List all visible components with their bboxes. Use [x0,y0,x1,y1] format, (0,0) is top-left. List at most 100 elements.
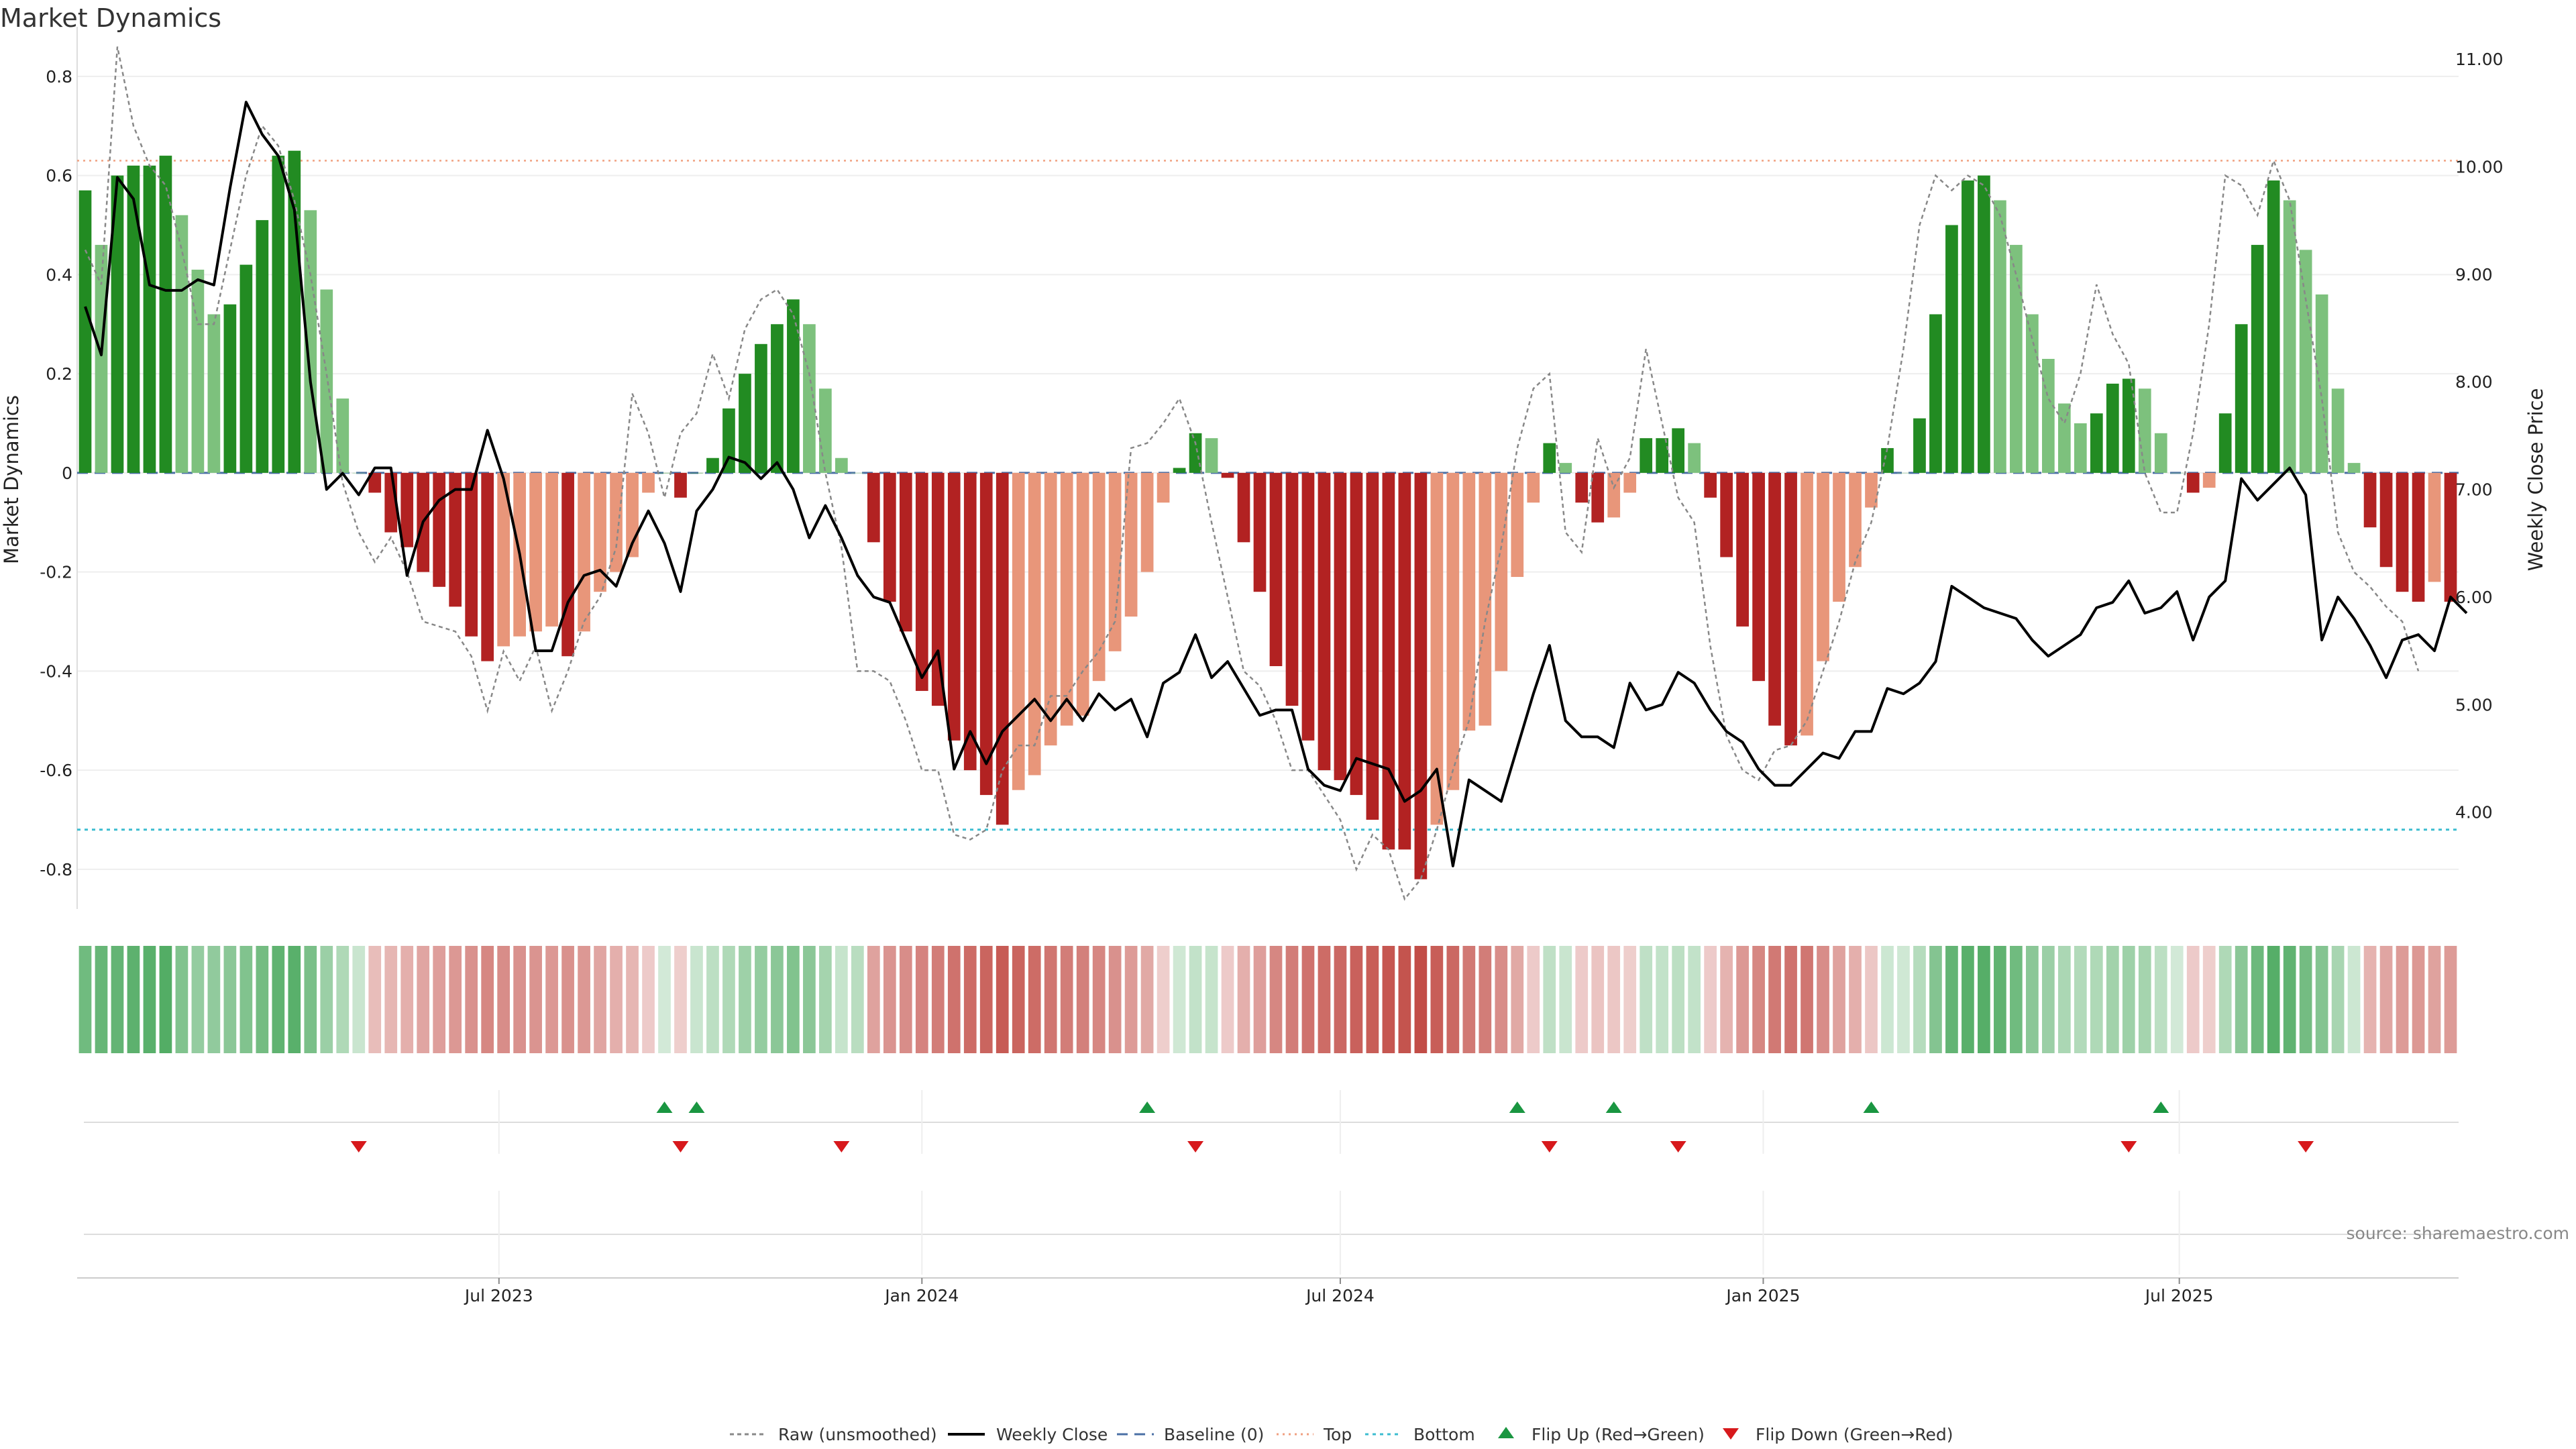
strength-cell [1720,946,1733,1053]
left-axis-label: Market Dynamics [0,395,23,564]
dynamics-bar [947,472,961,741]
strength-cell [1301,946,1315,1053]
dynamics-bar [1752,472,1765,682]
dynamics-bar [2251,245,2264,473]
dynamics-bar [578,472,590,632]
dynamics-bar [1108,472,1122,651]
strength-cell [1382,946,1395,1053]
dynamics-bar [787,299,800,473]
strength-cell [2412,946,2425,1053]
source-credit: source: sharemaestro.com [2347,1224,2570,1243]
strength-cell [1672,946,1685,1053]
strength-cell [947,946,961,1053]
strength-cell [1092,946,1106,1053]
dynamics-bar [1140,472,1154,572]
dynamics-bar [336,398,350,473]
strength-cell [594,946,606,1053]
strength-cell [384,946,398,1053]
dynamics-bar [1559,463,1572,473]
strength-cell [803,946,816,1053]
flip-markers-panel [77,1090,2459,1279]
dynamics-bar [1607,472,1621,518]
strength-cell [979,946,993,1053]
dynamics-bar [1736,472,1749,627]
dynamics-bar [2170,472,2184,474]
dynamics-bar [2412,472,2425,602]
dynamics-bar [1897,472,1910,474]
strength-cell [1736,946,1749,1053]
strength-cell [1205,946,1218,1053]
dynamics-bar [1430,472,1444,825]
strength-cell [1495,946,1508,1053]
dynamics-bar [2057,403,2071,473]
dynamics-bar [1801,472,1813,736]
dynamics-bars [78,150,2457,879]
strength-cell [111,946,124,1053]
strength-cell [690,946,703,1053]
dynamics-bar [561,472,574,657]
dynamics-bar [1945,225,1958,473]
dynamics-bar [256,220,269,473]
dynamics-bar [1962,180,1974,473]
dynamics-bar [2010,245,2023,473]
strength-cell [1897,946,1910,1053]
dynamics-bar [2444,472,2457,602]
left-y-ticks: 0.8 0.6 0.4 0.2 0 -0.2 -0.4 -0.6 -0.8 [40,67,72,879]
dynamics-bar [1543,443,1556,473]
dynamics-bar [2299,250,2312,473]
dynamics-bar [1575,472,1589,503]
dynamics-bar [239,264,253,473]
strength-cell [899,946,912,1053]
strength-cell [722,946,735,1053]
dynamics-bar [1060,472,1073,726]
legend-label: Top [1323,1425,1352,1444]
strength-cell [95,946,108,1053]
dynamics-bar [1173,468,1186,473]
raw-series-line [84,46,2420,901]
strength-cell [2444,946,2457,1053]
dynamics-bar [1511,472,1524,578]
flip-up-marker [1139,1102,1156,1113]
dynamics-bar [2026,314,2039,473]
strength-cell [481,946,494,1053]
strength-cell [417,946,430,1053]
dynamics-bar [465,472,478,637]
right-tick-label: 8.00 [2455,372,2493,392]
strength-cell [1398,946,1411,1053]
strength-cell [433,946,446,1053]
strength-cell [2235,946,2248,1053]
strength-cell [1253,946,1267,1053]
dynamics-bar [1366,472,1379,820]
dynamics-bar [1028,472,1041,775]
legend-item-bottom: Bottom [1365,1425,1475,1444]
dynamics-bar [674,472,687,498]
strength-cell [1607,946,1621,1053]
chart-title: Market Dynamics [0,3,221,33]
strength-cell [2041,946,2055,1053]
dynamics-bar [1446,472,1460,790]
dynamics-bar [931,472,945,706]
dynamics-bar [545,472,558,627]
dynamics-bar [2379,472,2393,568]
strength-cell [1511,946,1524,1053]
dynamics-bar [1994,200,2006,473]
series-lines [84,46,2468,901]
x-axis-ticks: Jul 2023 Jan 2024 Jul 2024 Jan 2025 Jul 2025 [464,1278,2214,1305]
flip-down-marker [350,1141,367,1152]
strength-cell [642,946,655,1053]
strength-cell [1978,946,1990,1053]
strength-cell [1945,946,1958,1053]
dynamics-bar [594,472,606,592]
legend: Raw (unsmoothed) Weekly Close Baseline (0)… [730,1425,1953,1444]
dynamics-bar [2315,294,2328,473]
strength-cell [1591,946,1605,1053]
strength-cell [1060,946,1073,1053]
strength-cell [336,946,350,1053]
strength-cell [175,946,189,1053]
dynamics-bar [1253,472,1267,592]
dynamics-bar [1382,472,1395,850]
strength-cell [1688,946,1701,1053]
strength-cell [674,946,687,1053]
legend-item-flipup: Flip Up (Red→Green) [1498,1425,1705,1444]
